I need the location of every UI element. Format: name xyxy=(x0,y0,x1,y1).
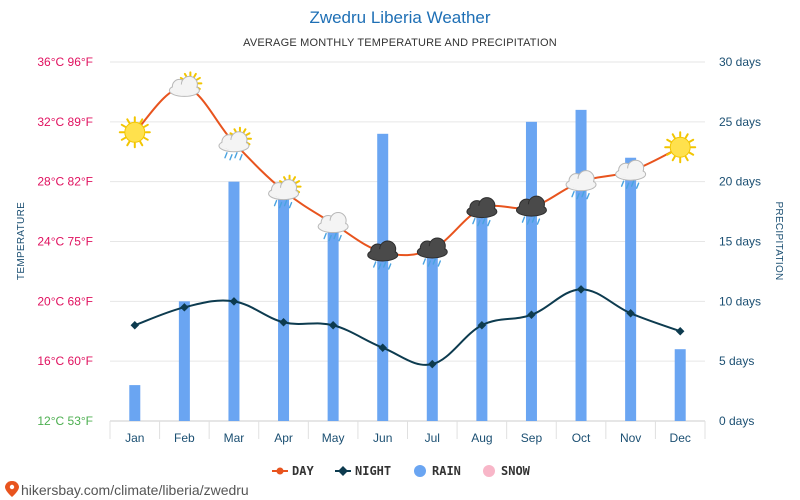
right-tick-label: 15 days xyxy=(719,235,761,249)
night-point[interactable] xyxy=(675,327,685,336)
location-pin-icon xyxy=(5,481,19,497)
x-tick-label: Sep xyxy=(521,431,543,445)
x-tick-label: Jan xyxy=(125,431,144,445)
x-tick-label: Oct xyxy=(572,431,591,445)
left-tick-label: 16°C 60°F xyxy=(37,354,93,368)
night-point[interactable] xyxy=(180,303,189,312)
weather-icons xyxy=(118,71,697,270)
x-tick-label: Apr xyxy=(274,431,293,445)
legend-label-snow: SNOW xyxy=(501,464,531,478)
temperature-lines xyxy=(130,86,685,369)
left-tick-label: 36°C 96°F xyxy=(37,55,93,69)
day-line xyxy=(134,86,681,257)
x-tick-label: Dec xyxy=(670,431,691,445)
cloud-rain-icon xyxy=(317,212,349,242)
night-point[interactable] xyxy=(328,321,338,330)
dark-cloud-rain-icon xyxy=(515,195,547,225)
right-tick-label: 30 days xyxy=(719,55,761,69)
dark-cloud-rain-icon xyxy=(416,237,448,267)
right-axis-ticks: 30 days 25 days 20 days 15 days 10 days 5 day… xyxy=(719,55,761,428)
left-tick-label: 12°C 53°F xyxy=(37,414,93,428)
x-tick-label: Feb xyxy=(174,431,195,445)
night-point[interactable] xyxy=(626,309,635,318)
legend-item-snow[interactable]: SNOW xyxy=(483,464,531,478)
rain-bar[interactable] xyxy=(278,193,290,421)
rain-bar[interactable] xyxy=(674,349,686,421)
source-link[interactable]: hikersbay.com/climate/liberia/zwedru xyxy=(5,481,249,498)
right-tick-label: 25 days xyxy=(719,115,761,129)
rain-bar[interactable] xyxy=(178,301,190,421)
night-point[interactable] xyxy=(229,297,239,306)
x-tick-label: Aug xyxy=(471,431,492,445)
right-axis-title: PRECIPITATION xyxy=(773,201,784,280)
sun-cloud-icon xyxy=(168,71,203,97)
cloud-rain-icon xyxy=(565,170,597,200)
night-point[interactable] xyxy=(576,285,586,294)
grid-lines xyxy=(109,61,706,439)
sun-cloud-rain-icon xyxy=(268,174,302,209)
night-point[interactable] xyxy=(428,359,437,369)
sun-icon xyxy=(118,116,151,149)
legend-label-rain: RAIN xyxy=(432,464,461,478)
rain-bar[interactable] xyxy=(476,217,488,421)
night-point[interactable] xyxy=(378,343,387,352)
x-axis-ticks: Jan Feb Mar Apr May Jun Jul Aug Sep Oct Nov Dec xyxy=(125,431,691,445)
legend-item-day[interactable]: DAY xyxy=(272,464,314,478)
legend-label-day: DAY xyxy=(292,464,314,478)
dark-cloud-rain-icon xyxy=(466,197,498,227)
dark-cloud-rain-icon xyxy=(367,240,399,270)
left-axis-title: TEMPERATURE xyxy=(16,202,27,280)
x-tick-label: Jun xyxy=(373,431,392,445)
night-point[interactable] xyxy=(477,321,487,330)
cloud-rain-icon xyxy=(615,159,647,189)
chart-title: Zwedru Liberia Weather xyxy=(309,8,490,27)
x-tick-label: Mar xyxy=(224,431,245,445)
left-axis-ticks: 36°C 96°F 32°C 89°F 28°C 82°F 24°C 75°F 20°C… xyxy=(37,55,93,428)
left-tick-label: 24°C 75°F xyxy=(37,235,93,249)
left-tick-label: 20°C 68°F xyxy=(37,294,93,308)
legend-item-rain[interactable]: RAIN xyxy=(414,464,461,478)
source-text: hikersbay.com/climate/liberia/zwedru xyxy=(21,482,249,498)
night-point[interactable] xyxy=(527,310,536,320)
legend-item-night[interactable]: NIGHT xyxy=(335,464,391,478)
rain-bar[interactable] xyxy=(625,157,637,421)
night-line xyxy=(134,288,681,366)
rain-bar[interactable] xyxy=(525,121,537,421)
x-tick-label: Nov xyxy=(620,431,641,445)
rain-bar[interactable] xyxy=(575,109,587,421)
right-tick-label: 10 days xyxy=(719,294,761,308)
x-tick-label: May xyxy=(322,431,345,445)
left-tick-label: 28°C 82°F xyxy=(37,175,93,189)
rain-bar[interactable] xyxy=(377,133,389,422)
night-point[interactable] xyxy=(130,321,140,330)
chart-subtitle: AVERAGE MONTHLY TEMPERATURE AND PRECIPIT… xyxy=(243,37,557,49)
sun-icon xyxy=(664,131,697,164)
rain-bar[interactable] xyxy=(129,385,141,421)
right-tick-label: 0 days xyxy=(719,414,754,428)
left-tick-label: 32°C 89°F xyxy=(37,115,93,129)
rain-bars xyxy=(129,109,686,422)
night-point[interactable] xyxy=(279,318,288,327)
sun-cloud-rain-icon xyxy=(218,126,252,161)
rain-bar[interactable] xyxy=(426,253,438,421)
right-tick-label: 5 days xyxy=(719,354,754,368)
right-tick-label: 20 days xyxy=(719,175,761,189)
x-tick-label: Jul xyxy=(425,431,440,445)
legend-label-night: NIGHT xyxy=(355,464,391,478)
legend: DAY NIGHT RAIN SNOW xyxy=(272,464,531,478)
